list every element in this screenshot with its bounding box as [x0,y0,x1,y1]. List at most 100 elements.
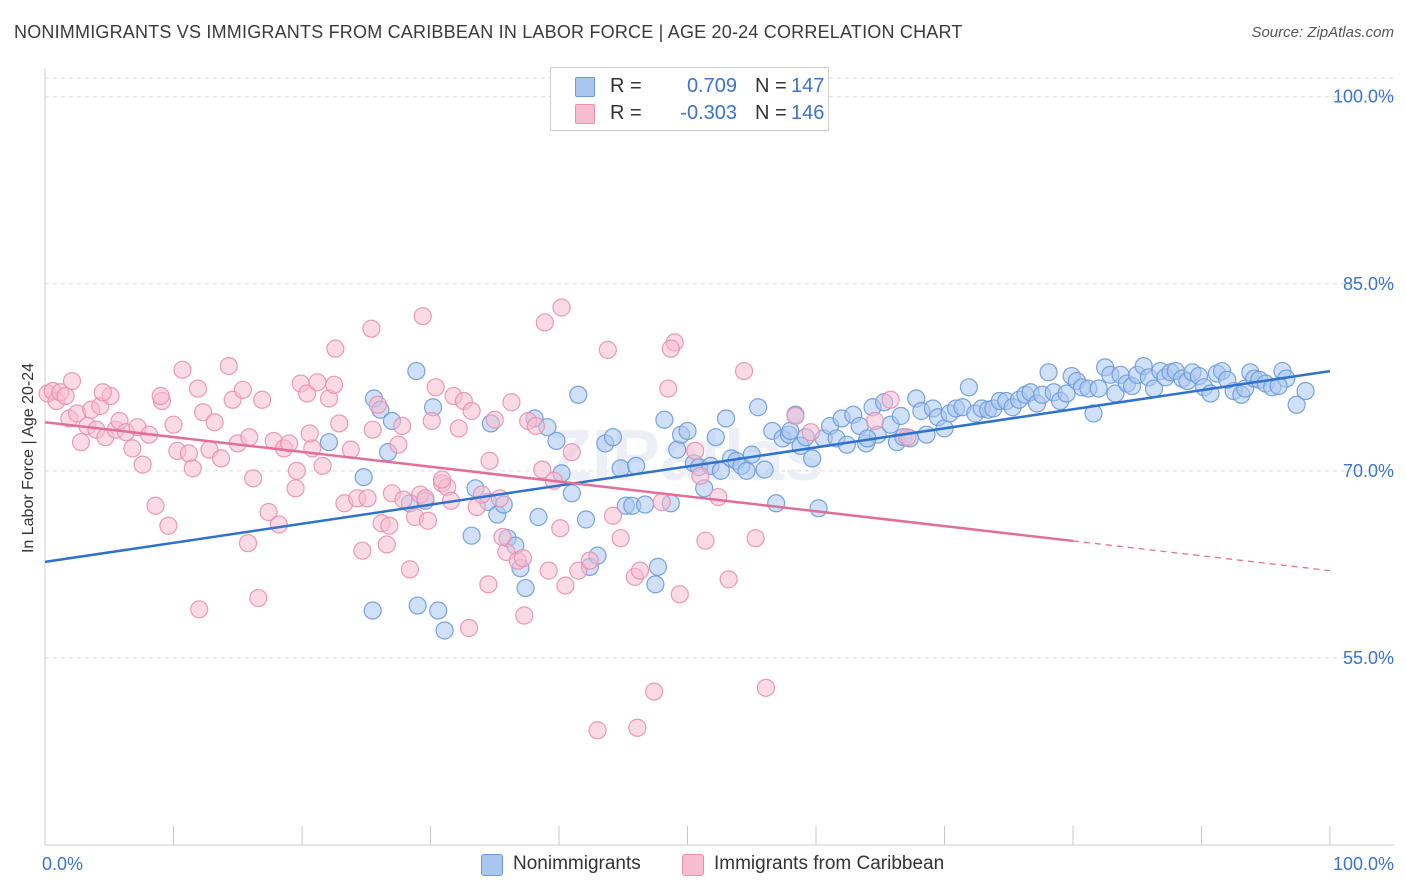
caribbean-point [286,479,305,498]
caribbean-point [598,340,617,359]
nonimmigrant-point [407,361,426,381]
nonimmigrant-point [408,596,427,615]
caribbean-point [556,576,575,595]
caribbean-point [238,534,258,553]
caribbean-point [193,403,213,422]
axes [44,68,1394,846]
caribbean-point [628,718,647,737]
caribbean-point [240,428,259,447]
caribbean-point [533,460,552,479]
caribbean-point [325,375,344,394]
caribbean-point [734,361,754,381]
nonimmigrant-point [1296,381,1315,401]
caribbean-point [413,307,432,326]
y-tick-labels: 55.0% 70.0% 85.0% 100.0% [1333,87,1394,668]
blue-swatch [575,77,595,97]
caribbean-point [479,575,498,594]
nonimmigrant-point [562,484,581,503]
source-label: Source: ZipAtlas.com [1251,24,1394,41]
caribbean-point [426,378,445,397]
caribbean-point [472,485,491,504]
x-tick-label-min: 0.0% [42,854,83,874]
caribbean-point [603,506,623,525]
x-tick-labels: 0.0% 100.0% [42,854,1394,874]
caribbean-point [389,435,408,454]
caribbean-point [188,379,208,398]
nonimmigrant-point [749,398,768,417]
series-caribbean-points [38,298,917,740]
caribbean-point [362,319,381,338]
caribbean-point [661,339,680,358]
chart-title: NONIMMIGRANTS VS IMMIGRANTS FROM CARIBBE… [14,22,963,42]
nonimmigrant-point [603,428,623,447]
caribbean-point [300,424,319,443]
y-tick-label: 70.0% [1343,461,1394,481]
caribbean-point [539,561,558,580]
nonimmigrant-point [435,621,454,640]
nonimmigrant-point [576,510,596,529]
caribbean-point [801,423,820,442]
caribbean-point [462,401,481,421]
caribbean-point [173,360,192,379]
r-label: R = [610,102,642,124]
nonimmigrant-point [678,421,697,441]
nonimmigrant-point [742,445,761,464]
nonimmigrant-point [668,440,687,459]
caribbean-point [480,451,499,470]
n-label: N = [755,102,787,124]
caribbean-point [133,455,152,474]
caribbean-point [179,444,199,463]
pink-swatch [575,104,595,124]
caribbean-point [62,371,82,391]
caribbean-point [269,515,288,534]
caribbean-point [326,339,345,358]
nonimmigrant-point [648,557,668,576]
caribbean-point [400,560,420,579]
caribbean-point [249,588,268,608]
caribbean-point [526,416,545,436]
caribbean-point [485,410,504,429]
caribbean-point [535,313,554,332]
caribbean-point [211,449,231,468]
caribbean-point [377,535,396,554]
caribbean-point [244,469,263,488]
trend-lines [44,369,1331,572]
caribbean-point [164,415,183,434]
caribbean-point [298,384,317,403]
nonimmigrant-point [319,433,339,452]
caribbean-point [719,570,738,589]
n-value: 146 [791,102,825,124]
r-value: -0.303 [680,102,737,124]
caribbean-point [416,489,435,508]
caribbean-point [569,561,588,580]
nonimmigrant-point [716,409,736,428]
caribbean-point [287,461,306,480]
nonimmigrant-point [1089,379,1108,398]
caribbean-point [205,413,224,432]
caribbean-point [363,420,382,439]
nonimmigrant-point [569,385,588,404]
nonimmigrant-point [891,406,910,426]
nonimmigrant-trend-line [44,369,1331,564]
caribbean-point [159,516,178,535]
caribbean-point [313,456,332,475]
nonimmigrant-point [635,495,655,514]
caribbean-point [709,487,728,507]
caribbean-point [866,411,885,431]
caribbean-trend-line [44,420,1074,543]
caribbean-point [659,379,678,398]
nonimmigrant-point [646,575,665,594]
caribbean-point [380,516,399,535]
nonimmigrant-point [737,461,756,480]
nonimmigrant-point [516,578,535,598]
caribbean-point [898,428,917,447]
caribbean-point [308,373,327,392]
caribbean-point [502,393,521,412]
caribbean-point [515,606,534,625]
nonimmigrant-point [529,507,548,527]
x-tick-label-max: 100.0% [1333,854,1394,874]
r-value: 0.709 [686,75,737,97]
caribbean-point [652,492,671,512]
nonimmigrant-point [363,601,382,620]
caribbean-point [190,600,209,619]
